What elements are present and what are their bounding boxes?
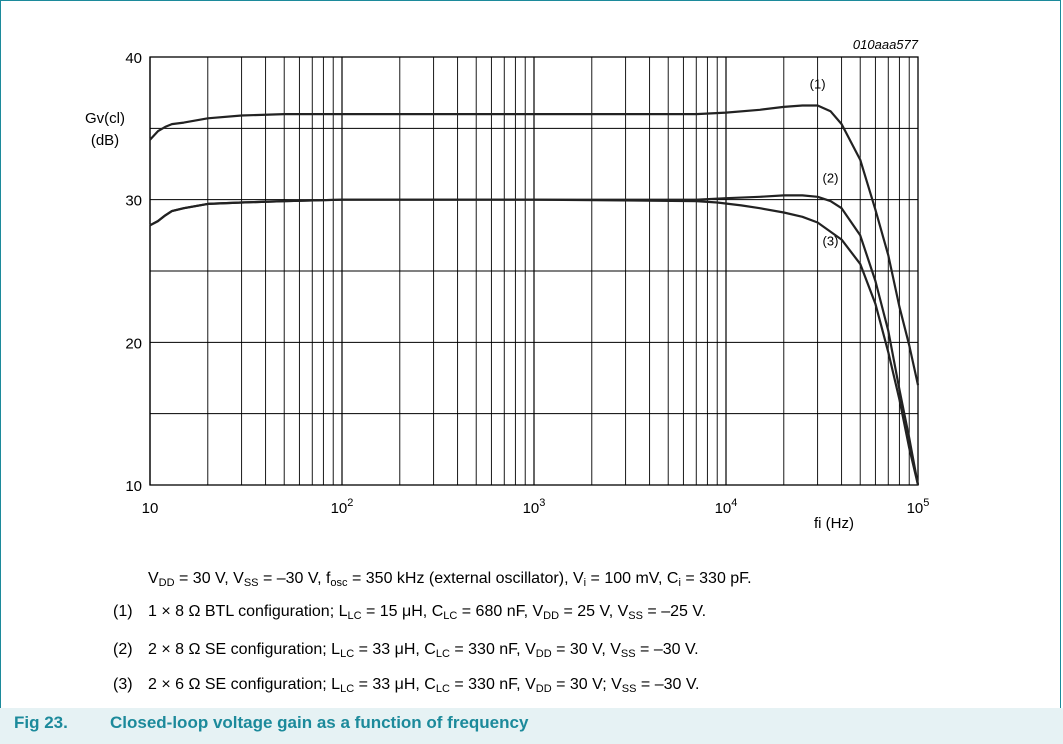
x-tick-label: 104 xyxy=(715,497,738,517)
y-tick-label: 10 xyxy=(125,478,142,495)
x-axis-label: fi (Hz) xyxy=(814,515,854,532)
series-label-1: (1) xyxy=(810,76,826,91)
figure-caption: Closed-loop voltage gain as a function o… xyxy=(110,713,529,732)
x-tick-label: 10 xyxy=(142,500,159,517)
series-lines: (1) (2) (3) xyxy=(149,76,920,486)
figure-title-bar xyxy=(0,708,1063,744)
conditions-main: VDD = 30 V, VSS = –30 V, fosc = 350 kHz … xyxy=(148,570,752,589)
series-line-3 xyxy=(149,198,920,486)
note-2: (2) 2 × 8 Ω SE configuration; LLC = 33 μH… xyxy=(113,641,699,660)
y-tick-label: 40 xyxy=(125,50,142,67)
note-3: (3) 2 × 6 Ω SE configuration; LLC = 33 μH… xyxy=(113,676,700,695)
plot-area-border xyxy=(149,56,919,486)
axis-labels: 10 20 30 40 10 102 103 104 105 Gv(cl) (dB) fi (Hz) 0… xyxy=(85,37,929,532)
x-tick-label: 102 xyxy=(331,497,354,517)
grid xyxy=(149,56,919,486)
chart: (1) (2) (3) 10 20 30 40 10 102 103 104 105 Gv(cl) (d… xyxy=(85,37,929,532)
y-axis-label: Gv(cl) xyxy=(85,110,125,127)
y-tick-label: 30 xyxy=(125,193,142,210)
series-line-1 xyxy=(149,104,920,386)
figure-code: 010aaa577 xyxy=(853,37,919,52)
x-tick-label: 105 xyxy=(907,497,930,517)
series-label-3: (3) xyxy=(823,233,839,248)
figure-title: Fig 23. Closed-loop voltage gain as a fun… xyxy=(14,713,528,733)
series-label-2: (2) xyxy=(823,171,839,186)
x-tick-label: 103 xyxy=(523,497,546,517)
note-1: (1) 1 × 8 Ω BTL configuration; LLC = 15 μ… xyxy=(113,603,707,622)
y-axis-unit: (dB) xyxy=(91,132,119,149)
figure-number: Fig 23. xyxy=(14,713,68,732)
y-tick-label: 20 xyxy=(125,335,142,352)
